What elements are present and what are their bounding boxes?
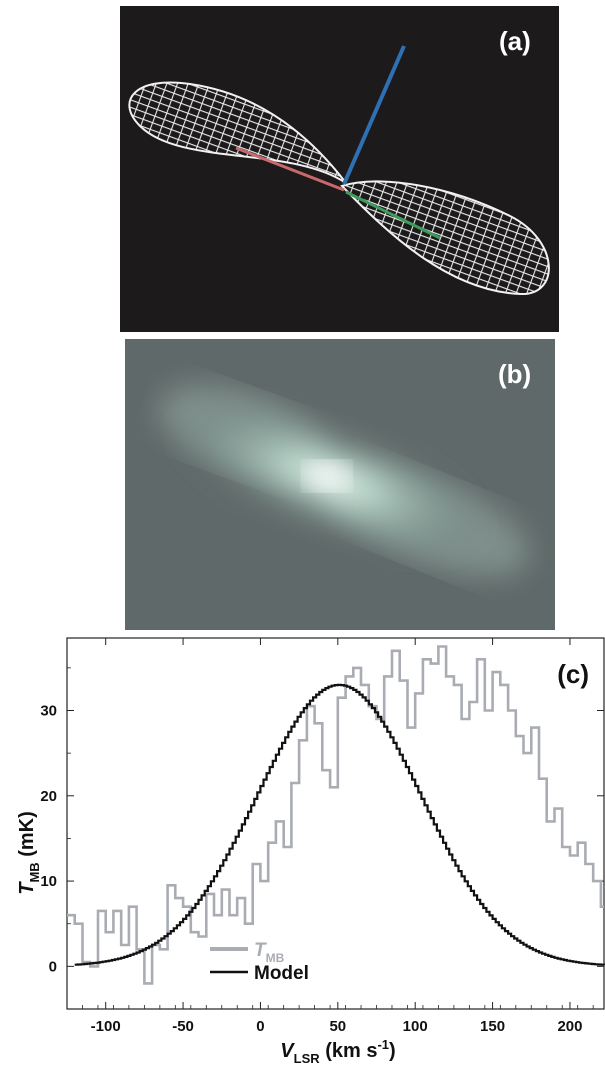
tick-labels: -100 -50 0 50 100 150 200 0 10 20 30 <box>40 702 582 1035</box>
plot-frame <box>66 637 605 1010</box>
x-axis-label: VLSR (km s-1) <box>280 1037 395 1066</box>
panel-c-label: (c) <box>557 659 589 689</box>
panel-c-spectrum-chart: -100 -50 0 50 100 150 200 0 10 20 30 (c) TMB (mK) … <box>0 632 605 1075</box>
x-tick-label: -100 <box>91 1018 121 1035</box>
axis-red-line <box>235 146 345 192</box>
plot-border <box>66 637 605 1010</box>
legend: TMB Model <box>210 940 309 984</box>
panel-b-emission-image: (b) <box>125 339 555 630</box>
axis-ticks <box>66 638 604 1010</box>
tmb-step-line <box>67 645 604 985</box>
panel-a-label: (a) <box>499 26 531 56</box>
series-tmb <box>67 645 604 985</box>
svg-text:TMB (mK): TMB (mK) <box>16 811 42 895</box>
y-tick-label: 0 <box>49 958 57 975</box>
x-tick-label: 150 <box>480 1018 505 1035</box>
y-axis-label-sub: MB <box>27 862 42 882</box>
wireframe-graphic <box>128 45 550 296</box>
panel-b-label: (b) <box>498 359 532 389</box>
x-tick-label: 0 <box>256 1018 264 1035</box>
x-tick-label: -50 <box>172 1018 194 1035</box>
axis-green-line <box>345 190 441 240</box>
model-curve-line <box>74 683 605 966</box>
x-tick-label: 200 <box>557 1018 582 1035</box>
emission-graphic <box>159 385 529 576</box>
y-tick-label: 30 <box>40 702 57 719</box>
legend-label-model: Model <box>254 963 309 984</box>
y-axis-label: TMB (mK) <box>16 811 42 895</box>
lobe-right <box>340 180 550 296</box>
x-tick-label: 50 <box>329 1018 346 1035</box>
y-tick-label: 10 <box>40 873 57 890</box>
y-axis-label-symbol: T <box>16 881 38 895</box>
series-model <box>74 683 605 966</box>
legend-label-tmb: TMB <box>254 940 285 965</box>
x-tick-label: 100 <box>403 1018 428 1035</box>
y-axis-label-unit: (mK) <box>16 811 38 862</box>
axis-blue-line <box>342 45 406 185</box>
lobe-left <box>128 81 347 184</box>
panel-a-wireframe-image: (a) <box>120 6 559 332</box>
y-tick-label: 20 <box>40 788 57 805</box>
